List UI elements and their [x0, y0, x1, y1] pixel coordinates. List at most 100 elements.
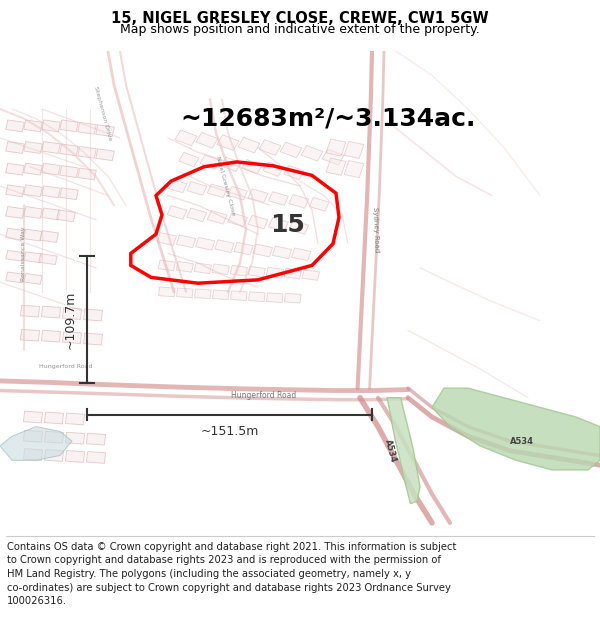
Bar — [301, 146, 323, 161]
Bar — [167, 206, 187, 219]
Text: ~151.5m: ~151.5m — [200, 425, 259, 438]
Bar — [242, 159, 262, 174]
Bar — [62, 332, 82, 344]
Bar — [86, 433, 106, 445]
Bar — [176, 235, 196, 248]
Text: Sydney Road: Sydney Road — [373, 207, 380, 252]
Bar — [5, 163, 25, 175]
Bar — [253, 244, 272, 257]
Text: Renaissance Way: Renaissance Way — [22, 226, 26, 281]
Bar — [344, 141, 364, 159]
Text: A534: A534 — [383, 438, 397, 464]
Bar — [280, 142, 302, 158]
Bar — [326, 158, 346, 176]
Polygon shape — [387, 398, 420, 504]
Bar — [59, 120, 79, 132]
Bar — [39, 254, 57, 264]
Bar — [309, 198, 329, 211]
Bar — [289, 221, 309, 234]
Bar — [77, 122, 97, 134]
Text: Contains OS data © Crown copyright and database right 2021. This information is : Contains OS data © Crown copyright and d… — [7, 542, 457, 606]
Text: Hungerford Road: Hungerford Road — [39, 364, 93, 369]
Bar — [196, 238, 215, 250]
Bar — [221, 157, 241, 171]
Bar — [23, 206, 43, 218]
Bar — [24, 274, 42, 284]
Bar — [23, 449, 43, 461]
Bar — [194, 289, 211, 299]
Bar — [59, 188, 79, 199]
Bar — [302, 269, 319, 281]
Bar — [158, 260, 175, 271]
Bar — [234, 242, 253, 255]
Bar — [59, 166, 79, 177]
Bar — [23, 185, 43, 197]
Text: ~12683m²/~3.134ac.: ~12683m²/~3.134ac. — [180, 107, 475, 131]
Bar — [83, 333, 103, 345]
Bar — [5, 120, 25, 132]
Bar — [41, 163, 61, 175]
Bar — [95, 149, 115, 161]
Bar — [215, 240, 234, 252]
Text: Nigel Gresley Close: Nigel Gresley Close — [215, 156, 235, 216]
Bar — [268, 192, 289, 206]
Bar — [196, 132, 218, 148]
Bar — [6, 251, 24, 261]
Bar — [179, 152, 199, 167]
Bar — [284, 166, 304, 180]
Bar — [59, 144, 79, 156]
Bar — [77, 146, 97, 158]
Bar — [227, 186, 248, 200]
Bar — [284, 293, 301, 303]
Bar — [158, 287, 175, 297]
Bar — [41, 120, 61, 132]
Text: A534: A534 — [510, 436, 534, 446]
Bar — [6, 272, 24, 283]
Bar — [83, 309, 103, 321]
Bar — [217, 135, 239, 151]
Bar — [212, 264, 229, 274]
Bar — [77, 168, 97, 180]
Bar — [322, 149, 344, 165]
Text: 15, NIGEL GRESLEY CLOSE, CREWE, CW1 5GW: 15, NIGEL GRESLEY CLOSE, CREWE, CW1 5GW — [111, 11, 489, 26]
Polygon shape — [0, 427, 72, 460]
Bar — [248, 292, 265, 301]
Bar — [187, 182, 207, 195]
Bar — [268, 217, 289, 231]
Bar — [207, 184, 227, 198]
Text: Map shows position and indicative extent of the property.: Map shows position and indicative extent… — [120, 23, 480, 36]
Bar — [167, 179, 187, 193]
Bar — [230, 291, 247, 301]
Polygon shape — [432, 388, 600, 470]
Bar — [41, 142, 61, 153]
Bar — [41, 306, 61, 318]
Bar — [65, 451, 85, 462]
Bar — [5, 142, 25, 153]
Text: ~109.7m: ~109.7m — [63, 291, 76, 349]
Bar — [230, 266, 247, 276]
Bar — [20, 329, 40, 341]
Bar — [175, 130, 197, 146]
Bar — [212, 290, 229, 299]
Bar — [266, 268, 283, 278]
Bar — [227, 213, 248, 226]
Bar — [41, 186, 61, 198]
Text: 15: 15 — [271, 213, 305, 236]
Bar — [266, 292, 283, 302]
Bar — [263, 162, 283, 176]
Bar — [20, 305, 40, 317]
Bar — [176, 261, 193, 272]
Bar — [65, 432, 85, 444]
Bar — [62, 308, 82, 319]
Bar — [23, 163, 43, 175]
Bar — [259, 139, 281, 156]
Bar — [40, 231, 59, 242]
Bar — [41, 208, 61, 220]
Bar — [5, 206, 25, 218]
Bar — [44, 431, 64, 443]
Bar — [272, 246, 292, 259]
Bar — [23, 431, 43, 442]
Bar — [284, 268, 301, 279]
Text: Stephenson Drive: Stephenson Drive — [93, 86, 112, 142]
Bar — [44, 449, 64, 461]
